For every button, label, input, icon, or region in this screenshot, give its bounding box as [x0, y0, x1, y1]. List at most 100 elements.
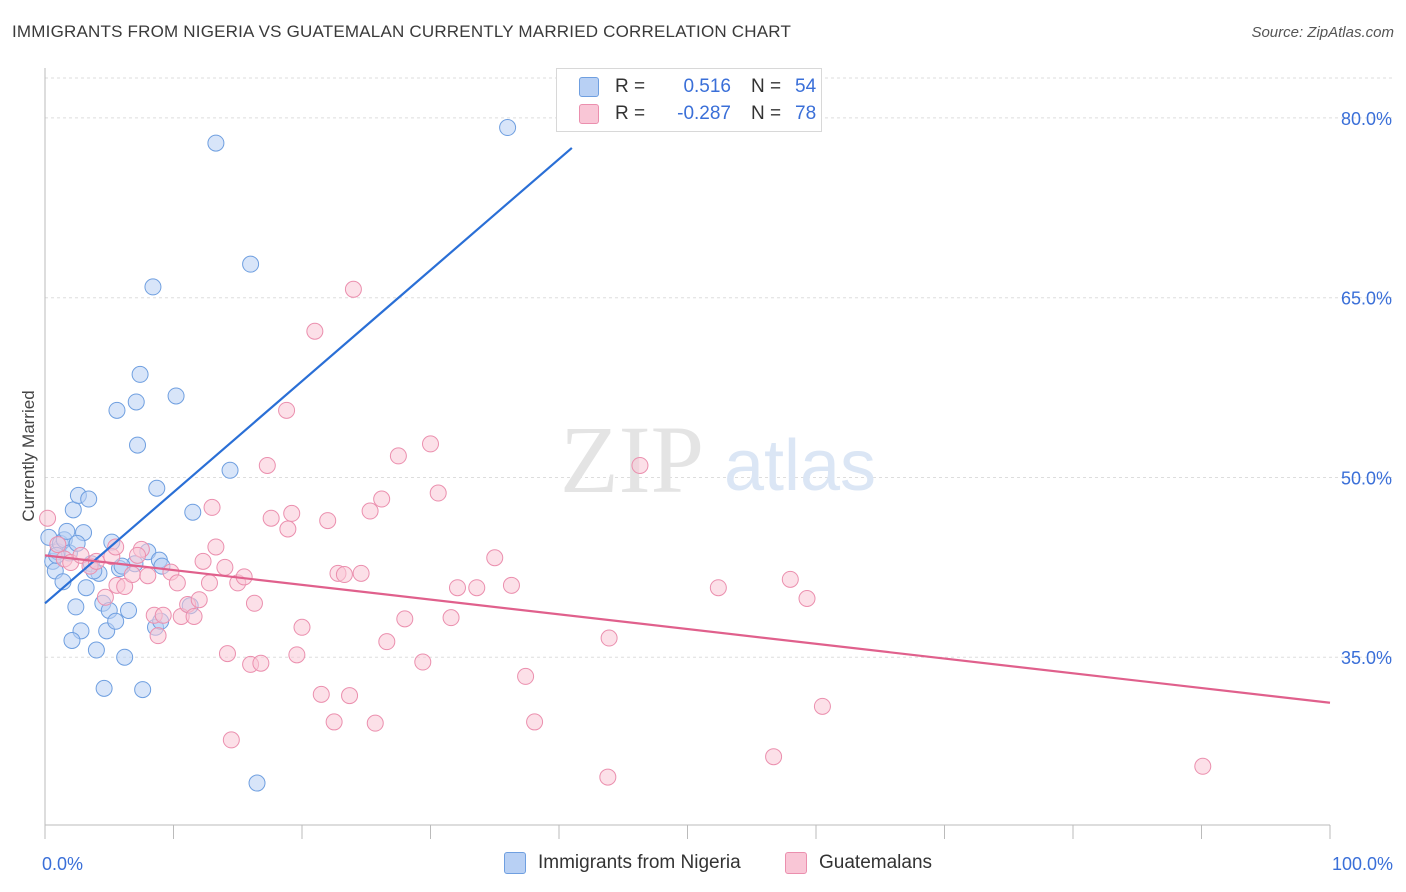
data-point-nigeria — [129, 436, 147, 454]
data-point-nigeria — [63, 631, 81, 649]
data-point-nigeria — [107, 612, 125, 630]
data-point-nigeria — [87, 641, 105, 659]
trend-lines — [44, 147, 1331, 704]
data-point-nigeria — [144, 278, 162, 296]
data-point-nigeria — [64, 501, 82, 519]
legend-r-value: -0.287 — [677, 103, 731, 124]
trend-line-nigeria — [44, 147, 573, 605]
legend-swatch-nigeria — [579, 77, 599, 97]
data-point-guatemalans — [49, 536, 67, 554]
data-point-nigeria — [221, 461, 239, 479]
data-point-guatemalans — [306, 322, 324, 340]
bottom-legend-nigeria: Immigrants from Nigeria — [504, 852, 741, 874]
legend-n-label: N = — [751, 103, 782, 124]
data-point-nigeria — [108, 401, 126, 419]
x-tick-label: 0.0% — [42, 854, 83, 874]
data-point-guatemalans — [185, 607, 203, 625]
data-point-guatemalans — [278, 401, 296, 419]
y-tick-label: 50.0% — [1341, 468, 1392, 488]
data-point-guatemalans — [207, 538, 225, 556]
data-point-guatemalans — [203, 498, 221, 516]
data-point-nigeria — [58, 522, 76, 540]
trend-line-guatemalans — [44, 554, 1331, 704]
data-point-guatemalans — [262, 509, 280, 527]
legend-n-value: 78 — [795, 103, 817, 124]
y-axis-label: Currently Married — [19, 390, 38, 521]
y-tick-label: 65.0% — [1341, 289, 1392, 309]
correlation-legend: R = 0.516 N = 54 R = -0.287 N = 78 — [556, 68, 822, 132]
legend-n-label: N = — [751, 76, 782, 97]
chart-title: IMMIGRANTS FROM NIGERIA VS GUATEMALAN CU… — [12, 22, 792, 41]
data-point-guatemalans — [139, 567, 157, 585]
watermark-atlas: atlas — [724, 426, 876, 506]
data-point-guatemalans — [288, 646, 306, 664]
data-point-guatemalans — [709, 579, 727, 597]
legend-swatch-guatemalans — [579, 104, 599, 124]
bottom-legend-label-guatemalans: Guatemalans — [819, 852, 933, 873]
data-point-nigeria — [95, 679, 113, 697]
data-point-guatemalans — [517, 667, 535, 685]
data-point-guatemalans — [600, 629, 618, 647]
legend-r-value: 0.516 — [683, 76, 731, 97]
data-point-nigeria — [148, 479, 166, 497]
data-point-nigeria — [207, 134, 225, 152]
data-point-guatemalans — [200, 574, 218, 592]
data-point-guatemalans — [216, 558, 234, 576]
data-point-guatemalans — [319, 512, 337, 530]
data-point-nigeria — [131, 365, 149, 383]
data-point-guatemalans — [129, 546, 147, 564]
data-point-nigeria — [499, 119, 517, 137]
data-point-guatemalans — [107, 538, 125, 556]
data-point-nigeria — [248, 774, 266, 792]
data-point-guatemalans — [429, 484, 447, 502]
data-point-guatemalans — [389, 447, 407, 465]
data-point-guatemalans — [1194, 757, 1212, 775]
data-point-guatemalans — [190, 591, 208, 609]
data-point-guatemalans — [154, 606, 172, 624]
data-point-guatemalans — [279, 520, 297, 538]
data-point-guatemalans — [335, 566, 353, 584]
data-point-nigeria — [120, 601, 138, 619]
data-point-guatemalans — [486, 549, 504, 567]
data-point-guatemalans — [414, 653, 432, 671]
bottom-legend-swatch-guatemalans — [785, 852, 807, 874]
data-point-guatemalans — [341, 687, 359, 705]
data-point-guatemalans — [245, 594, 263, 612]
legend-row-nigeria: R = 0.516 N = 54 — [579, 75, 816, 99]
data-point-guatemalans — [442, 609, 460, 627]
data-point-nigeria — [167, 387, 185, 405]
data-point-guatemalans — [366, 714, 384, 732]
data-point-guatemalans — [312, 685, 330, 703]
data-point-guatemalans — [258, 456, 276, 474]
data-point-nigeria — [127, 393, 145, 411]
data-point-nigeria — [134, 681, 152, 699]
data-point-nigeria — [116, 648, 134, 666]
legend-row-guatemalans: R = -0.287 N = 78 — [579, 102, 816, 126]
data-point-nigeria — [184, 503, 202, 521]
data-point-nigeria — [242, 255, 260, 273]
data-point-guatemalans — [396, 610, 414, 628]
legend-r-label: R = — [615, 103, 646, 124]
legend-n-value: 54 — [795, 76, 817, 97]
watermark: ZIP atlas — [560, 406, 876, 513]
data-point-guatemalans — [168, 574, 186, 592]
data-point-guatemalans — [373, 490, 391, 508]
x-tick-label: 100.0% — [1332, 854, 1393, 874]
bottom-legend-swatch-nigeria — [504, 852, 526, 874]
data-point-guatemalans — [116, 578, 134, 596]
data-point-guatemalans — [39, 509, 57, 527]
data-point-guatemalans — [765, 748, 783, 766]
series-guatemalans-points — [39, 280, 1212, 786]
data-point-guatemalans — [422, 435, 439, 453]
data-point-guatemalans — [293, 618, 311, 636]
data-point-guatemalans — [325, 713, 343, 731]
data-point-guatemalans — [96, 588, 114, 606]
data-point-guatemalans — [599, 768, 617, 786]
data-point-guatemalans — [283, 504, 301, 522]
data-point-guatemalans — [631, 456, 649, 474]
data-point-guatemalans — [502, 576, 520, 594]
data-point-guatemalans — [352, 564, 370, 582]
data-point-guatemalans — [448, 579, 466, 597]
data-point-guatemalans — [222, 731, 240, 749]
data-point-nigeria — [77, 579, 95, 597]
